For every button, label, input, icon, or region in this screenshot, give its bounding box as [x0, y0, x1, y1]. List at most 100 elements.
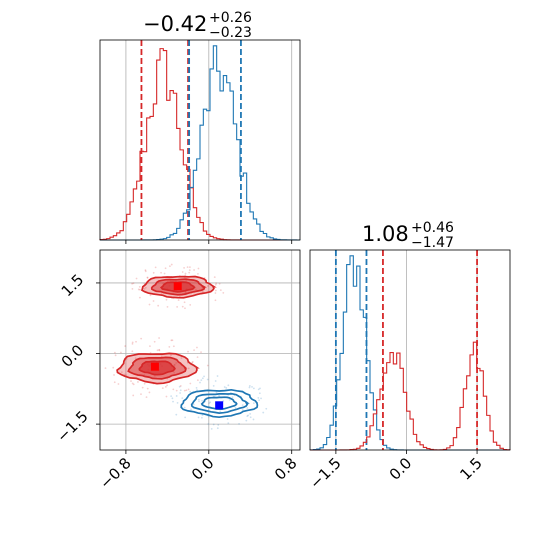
joint-series-1-marker-2 — [150, 362, 159, 371]
joint-series-2-marker-1 — [215, 401, 224, 410]
scatter-point — [158, 337, 160, 339]
x-tick-label-param2-3: 1.5 — [456, 454, 486, 484]
scatter-point — [170, 263, 173, 266]
scatter-point — [225, 387, 228, 389]
scatter-point — [158, 348, 161, 351]
scatter-point — [214, 289, 217, 292]
scatter-point — [184, 307, 186, 310]
scatter-point — [234, 406, 237, 409]
scatter-point — [246, 415, 249, 418]
scatter-point — [219, 410, 222, 413]
scatter-point — [197, 267, 200, 270]
scatter-point — [138, 296, 141, 299]
scatter-point — [259, 387, 261, 390]
scatter-point — [131, 342, 134, 345]
scatter-point — [178, 385, 181, 388]
scatter-point — [156, 349, 159, 352]
scatter-point — [185, 279, 188, 282]
scatter-point — [179, 392, 182, 394]
scatter-point — [131, 350, 134, 353]
scatter-point — [185, 389, 188, 392]
scatter-point — [161, 387, 164, 390]
scatter-point — [179, 385, 182, 387]
scatter-point — [226, 418, 229, 420]
scatter-point — [141, 386, 144, 389]
title-param-2-plus: +0.46 — [411, 220, 454, 236]
scatter-point — [252, 402, 255, 405]
scatter-point — [189, 303, 192, 306]
scatter-point — [148, 303, 151, 306]
scatter-point — [184, 416, 187, 419]
scatter-point — [195, 386, 198, 389]
x-tick-label-param2-1: −1.5 — [306, 454, 344, 492]
scatter-point — [180, 357, 183, 360]
scatter-point — [201, 377, 204, 380]
scatter-point — [177, 299, 180, 302]
scatter-point — [176, 402, 179, 404]
scatter-point — [172, 388, 175, 391]
scatter-point — [112, 366, 115, 369]
scatter-point — [216, 427, 219, 430]
scatter-point — [246, 407, 249, 409]
joint-density-panel — [96, 249, 301, 454]
title-param-2-value: 1.08 — [362, 222, 409, 246]
scatter-point — [206, 378, 209, 381]
scatter-point — [140, 393, 142, 396]
scatter-point — [170, 354, 172, 357]
scatter-point — [189, 390, 192, 393]
scatter-point — [241, 409, 244, 411]
scatter-point — [213, 276, 216, 278]
scatter-point — [168, 345, 171, 348]
scatter-point — [113, 374, 115, 376]
tick-labels: −0.8 0.0 0.8 −1.5 0.0 1.5−1.50.01.5 — [53, 271, 486, 493]
scatter-point — [214, 299, 217, 302]
scatter-point — [163, 272, 166, 275]
hist2-series-1-step — [309, 255, 510, 451]
x-tick-label-param1-1: −0.8 — [96, 454, 134, 492]
scatter-point — [248, 384, 251, 387]
scatter-point — [181, 271, 184, 273]
scatter-point — [134, 357, 137, 360]
scatter-point — [120, 371, 123, 374]
scatter-point — [158, 349, 161, 352]
scatter-point — [215, 391, 218, 394]
scatter-point — [249, 416, 252, 419]
hist1-frame — [99, 39, 301, 241]
scatter-point — [173, 371, 176, 374]
scatter-point — [143, 373, 146, 376]
scatter-point — [217, 424, 220, 426]
scatter-point — [162, 282, 165, 285]
scatter-point — [197, 398, 200, 401]
scatter-point — [195, 288, 197, 291]
scatter-point — [131, 288, 134, 290]
scatter-point — [113, 381, 116, 384]
scatter-point — [149, 345, 151, 348]
scatter-point — [130, 380, 132, 382]
scatter-point — [146, 276, 149, 279]
scatter-point — [183, 406, 186, 409]
scatter-point — [247, 414, 250, 417]
title-param-1-value: −0.42 — [143, 12, 207, 36]
scatter-point — [209, 401, 212, 404]
scatter-point — [216, 375, 219, 377]
hist2-frame — [309, 249, 511, 451]
scatter-point — [187, 367, 190, 370]
scatter-point — [181, 305, 184, 308]
scatter-point — [192, 403, 195, 406]
scatter-point — [131, 282, 134, 285]
scatter-point — [171, 397, 174, 400]
scatter-point — [149, 294, 152, 297]
scatter-point — [214, 292, 217, 294]
scatter-point — [184, 291, 187, 294]
scatter-point — [196, 356, 199, 359]
scatter-point — [249, 412, 252, 415]
scatter-point — [114, 354, 117, 357]
scatter-point — [144, 269, 147, 272]
scatter-point — [252, 387, 255, 390]
scatter-point — [139, 288, 141, 291]
scatter-point — [210, 427, 213, 430]
scatter-point — [197, 272, 199, 275]
scatter-point — [176, 306, 179, 308]
scatter-point — [183, 301, 186, 304]
